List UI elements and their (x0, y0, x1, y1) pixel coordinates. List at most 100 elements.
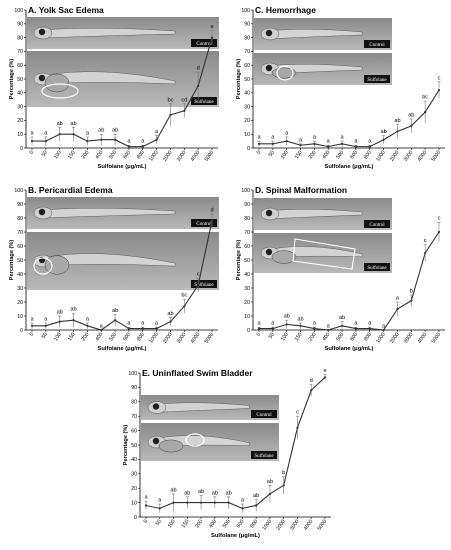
panel-c-data-point (437, 88, 441, 92)
panel-b-y-tick-label: 50 (17, 258, 23, 264)
panel-c-photo-0-tag-label: Control (369, 43, 385, 48)
panel-c-x-tick-label: 4000 (417, 150, 429, 163)
panel-c-x-tick-label: 600 (349, 150, 359, 161)
panel-e-significance-label: ab (198, 489, 204, 495)
panel-b-data-point (44, 324, 47, 327)
panel-b-x-tick-label: 200 (81, 332, 91, 343)
panel-d-significance-label: a (271, 321, 275, 327)
panel-b-photo-0-tag-label: Control (196, 222, 212, 227)
panel-e-x-tick-label: 3000 (289, 519, 301, 532)
panel-e-photo-0-tag-label: Control (256, 413, 272, 418)
panel-e-photo-1-yolk-sac (158, 439, 184, 453)
panel-c-data-point (313, 142, 316, 145)
panel-a-data-point (30, 140, 34, 143)
panel-e-significance-label: ab (212, 490, 218, 496)
panel-c-photo-1-tag-label: Sulfolane (367, 78, 387, 83)
panel-b-x-tick-label: 3000 (176, 332, 188, 345)
panel-e-x-tick-label: 1000 (262, 519, 274, 532)
panel-a-photo-1-fish-eye (38, 74, 46, 82)
panel-d-y-tick-label: 90 (244, 202, 250, 208)
panel-c-y-tick-label: 90 (244, 22, 250, 28)
panel-e-x-tick-label: 600 (236, 519, 246, 530)
panel-c-data-point (368, 145, 371, 148)
panel-a-data-point (113, 138, 117, 141)
panel-b-x-tick-label: 100 (53, 332, 63, 343)
panel-c-y-tick-label: 20 (244, 118, 250, 124)
panel-e-x-tick-label: 100 (167, 519, 177, 530)
panel-b-y-axis-label: Percentage (%) (9, 240, 15, 281)
panel-d-significance-label: c (424, 238, 427, 244)
panel-e-significance-label: b (282, 470, 285, 476)
panel-a-significance-label: ab (112, 128, 118, 134)
panel-c-x-tick-label: 100 (280, 150, 290, 161)
panel-b-significance-label: a (155, 321, 159, 327)
panel-d-photo-0-tag-box (364, 220, 390, 228)
panel-a-x-tick-label: 200 (81, 150, 91, 161)
panel-e-y-tick-label: 70 (131, 414, 137, 420)
panel-c-significance-label: ab (380, 129, 386, 135)
panel-b-data-point (72, 319, 75, 322)
panel-e-data-point (310, 389, 313, 392)
panel-d-y-tick-label: 60 (244, 244, 250, 250)
panel-c-data-point (299, 144, 302, 147)
panel-d-significance-label: ab (284, 314, 290, 320)
panel-c-data-point (424, 111, 427, 114)
panel-a-x-tick-label: 50 (41, 150, 49, 158)
panel-b-y-tick-label: 0 (20, 328, 23, 334)
panel-b-significance-label: ab (112, 308, 118, 314)
panel-d-photo-0-tag-label: Control (369, 223, 385, 228)
panel-b-x-tick-label: 5000 (204, 332, 216, 345)
panel-a-y-tick-label: 40 (17, 91, 23, 97)
panel-d-y-tick-label: 0 (247, 328, 250, 334)
panel-a-data-point (58, 133, 61, 136)
panel-a-significance-label: ab (98, 128, 104, 134)
panel-e-photo-0-fish-body (154, 402, 250, 413)
panel-d-y-tick-label: 50 (244, 258, 250, 264)
panel-c-x-tick-label: 500 (335, 150, 345, 161)
panel-a-x-tick-label: 1000 (148, 150, 160, 163)
panel-c-photo-0-tag-box (364, 40, 390, 48)
panel-d-photo-0-fish-eye (265, 209, 273, 217)
panel-a-photo-1-tag-label: Sulfolane (194, 100, 214, 105)
panel-c-photo-1-tag-box (364, 75, 390, 83)
panel-c-y-tick-label: 70 (244, 49, 250, 55)
panel-b-data-point (127, 327, 131, 330)
panel-e-significance-label: a (158, 498, 162, 504)
panel-c-x-tick-label: 400 (321, 150, 331, 161)
panel-a-data-point (44, 140, 47, 143)
panel-b-data-point (58, 320, 61, 323)
panel-d-significance-label: ab (339, 315, 345, 321)
panel-c-data-point (410, 124, 413, 128)
panel-b-x-tick-label: 0 (29, 332, 36, 338)
panel-a-significance-label: a (155, 129, 159, 135)
panel-b-y-tick-label: 90 (17, 202, 23, 208)
panel-b-y-tick-label: 40 (17, 272, 23, 278)
panel-a-photo-0-tag-box (191, 39, 217, 47)
panel-e-y-tick-label: 60 (131, 428, 137, 434)
panel-c-significance-label: ab (394, 118, 400, 124)
panel-c-y-tick-label: 50 (244, 77, 250, 83)
panel-d-x-tick-label: 200 (308, 332, 318, 343)
panel-a-data-point (127, 145, 131, 148)
panel-c-significance-label: a (354, 139, 358, 145)
panel-c-x-tick-label: 150 (294, 150, 304, 161)
panel-c-y-tick-label: 30 (244, 104, 250, 110)
panel-a-data-point (155, 138, 158, 141)
panel-d-significance-label: a (313, 321, 317, 327)
panel-b-photo-1-fish-body (40, 253, 176, 267)
panel-b-data-point (197, 284, 200, 287)
panel-b-significance-label: a (30, 317, 34, 323)
panel-b-photo-0-fish-body (40, 207, 176, 219)
panel-e-significance-label: c (296, 410, 299, 416)
panel-a-photo-0-fish-eye (38, 28, 46, 36)
panel-e-data-point (199, 501, 203, 504)
panel-d-significance-label: a (396, 296, 400, 302)
panel-b-x-tick-label: 500 (108, 332, 118, 343)
panel-d-data-point (368, 327, 371, 330)
panel-c-x-tick-label: 200 (308, 150, 318, 161)
panel-c-title: C. Hemorrhage (255, 5, 316, 15)
panel-d-y-tick-label: 40 (244, 272, 250, 278)
panel-b-data-point (183, 305, 186, 308)
